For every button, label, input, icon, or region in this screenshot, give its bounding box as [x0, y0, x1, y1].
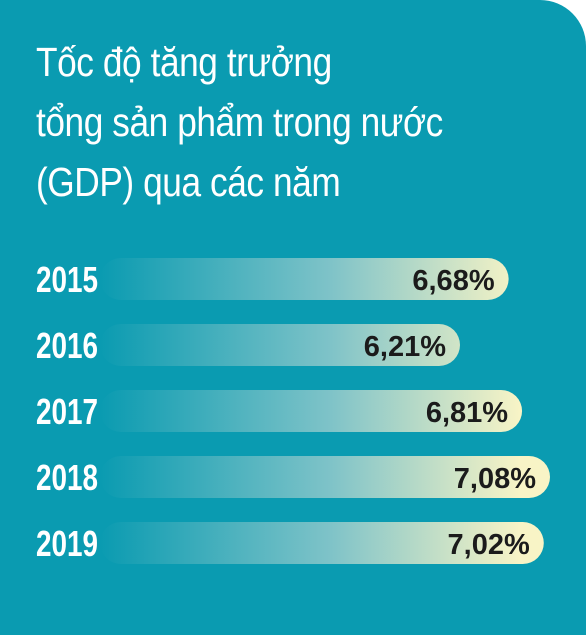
value-label-2017: 6,81% — [426, 397, 508, 429]
title-line-1: Tốc độ tăng trưởng — [36, 39, 332, 85]
value-label-2015: 6,68% — [412, 265, 494, 297]
value-label-2019: 7,02% — [448, 529, 530, 561]
title-line-3: (GDP) qua các năm — [36, 159, 341, 205]
year-label-2017: 2017 — [36, 391, 98, 432]
bar-2017 — [100, 390, 523, 432]
year-label-2016: 2016 — [36, 325, 98, 366]
value-label-2016: 6,21% — [364, 331, 446, 363]
year-label-2018: 2018 — [36, 457, 98, 498]
value-label-2018: 7,08% — [454, 463, 536, 495]
bar-2019 — [100, 522, 544, 564]
bar-2018 — [100, 456, 550, 498]
bar-2015 — [100, 258, 509, 300]
year-label-2019: 2019 — [36, 523, 98, 564]
title-line-2: tổng sản phẩm trong nước — [36, 99, 443, 145]
year-label-2015: 2015 — [36, 259, 98, 300]
bar-2016 — [100, 324, 460, 366]
chart-title: Tốc độ tăng trưởng tổng sản phẩm trong n… — [36, 32, 500, 212]
